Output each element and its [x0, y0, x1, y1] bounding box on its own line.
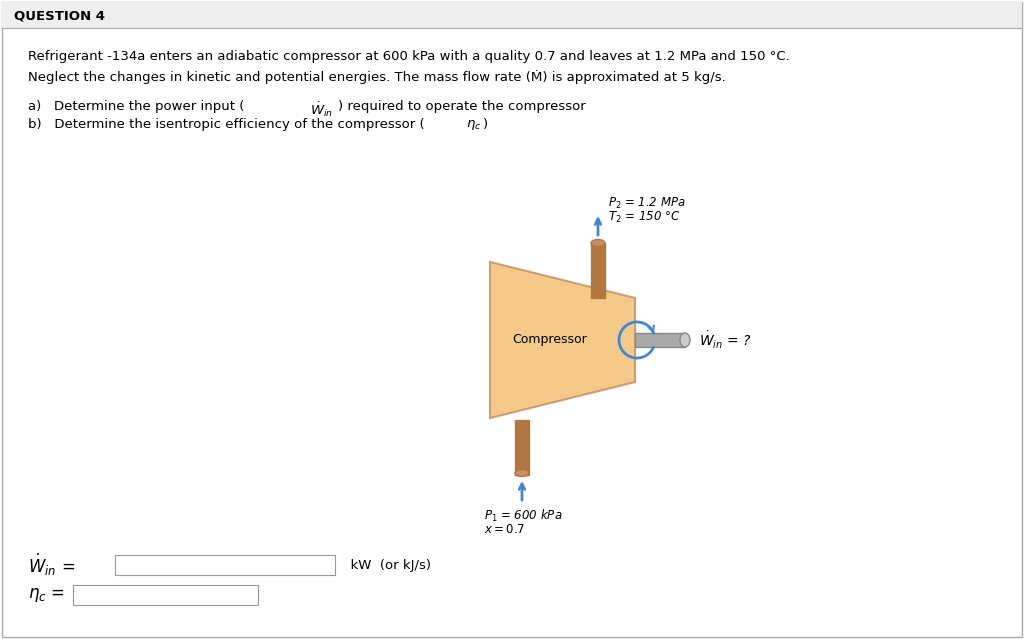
Text: QUESTION 4: QUESTION 4 — [14, 10, 105, 22]
Ellipse shape — [591, 240, 605, 247]
Text: $\dot{W}_{in}$ = ?: $\dot{W}_{in}$ = ? — [699, 330, 752, 351]
Bar — [515, 420, 529, 475]
Ellipse shape — [680, 333, 690, 347]
Text: $\dot{W}_{in}$ =: $\dot{W}_{in}$ = — [28, 552, 75, 578]
Bar — [2, 2, 1022, 28]
Text: a)   Determine the power input (: a) Determine the power input ( — [28, 100, 245, 113]
Text: kW  (or kJ/s): kW (or kJ/s) — [342, 558, 431, 571]
Text: Compressor: Compressor — [513, 334, 588, 346]
Ellipse shape — [515, 470, 529, 477]
Bar — [73, 585, 258, 605]
Text: ) required to operate the compressor: ) required to operate the compressor — [338, 100, 586, 113]
Text: $P_2$ = 1.2 MPa: $P_2$ = 1.2 MPa — [608, 196, 686, 211]
Polygon shape — [490, 262, 635, 418]
Text: Refrigerant -134a enters an adiabatic compressor at 600 kPa with a quality 0.7 a: Refrigerant -134a enters an adiabatic co… — [28, 50, 790, 63]
Text: $\eta_c$ =: $\eta_c$ = — [28, 586, 65, 604]
Text: $\dot{W}_{in}$: $\dot{W}_{in}$ — [310, 100, 333, 119]
Text: $\eta_c$: $\eta_c$ — [466, 118, 481, 132]
Bar — [635, 333, 685, 347]
Text: $P_1$ = 600 kPa: $P_1$ = 600 kPa — [484, 508, 562, 524]
Text: $T_2$ = 150 °C: $T_2$ = 150 °C — [608, 210, 680, 225]
Text: b)   Determine the isentropic efficiency of the compressor (: b) Determine the isentropic efficiency o… — [28, 118, 425, 131]
Text: ): ) — [483, 118, 488, 131]
Bar — [591, 243, 605, 298]
Text: Neglect the changes in kinetic and potential energies. The mass flow rate (Ṁ) is: Neglect the changes in kinetic and poten… — [28, 70, 726, 84]
Bar — [115, 555, 335, 575]
Text: $x = 0.7$: $x = 0.7$ — [484, 523, 524, 536]
